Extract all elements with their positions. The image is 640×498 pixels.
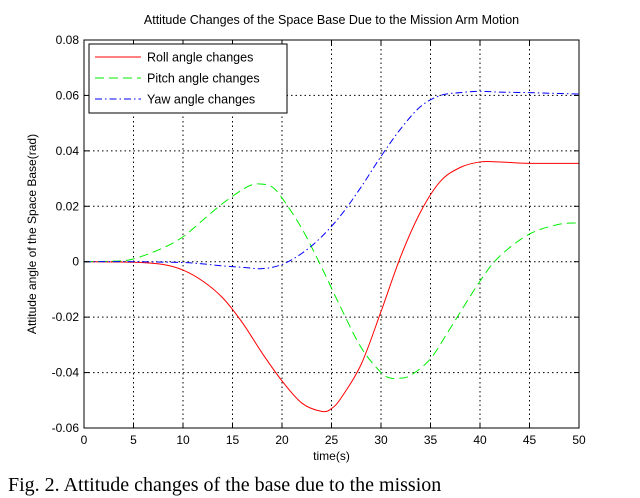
roll-angle-line xyxy=(83,160,580,413)
x-tick-label: 15 xyxy=(226,433,240,447)
figure-caption: Fig. 2. Attitude changes of the base due… xyxy=(8,474,442,496)
legend-entry-roll: Roll angle changes xyxy=(147,51,253,65)
y-tick-label: -0.04 xyxy=(52,366,80,380)
x-tick-label: 35 xyxy=(424,433,438,447)
ticks: 0 5 10 15 20 25 30 35 40 45 50 -0.06 -0.04 -0.02 0 0.02… xyxy=(52,33,586,447)
x-tick-label: 30 xyxy=(374,433,388,447)
y-tick-label: 0.02 xyxy=(56,199,80,213)
y-tick-label: 0 xyxy=(72,255,79,269)
x-tick-label: 25 xyxy=(325,433,339,447)
grid xyxy=(84,40,579,428)
chart-figure: 0 5 10 15 20 25 30 35 40 45 50 -0.06 -0.04 -0.02 0 0.02… xyxy=(25,13,586,463)
pitch-angle-line xyxy=(83,183,580,380)
x-axis-label: time(s) xyxy=(313,449,350,463)
legend-entry-pitch: Pitch angle changes xyxy=(147,72,260,86)
legend-entry-yaw: Yaw angle changes xyxy=(147,93,255,107)
legend-box xyxy=(88,43,288,114)
y-tick-label: 0.08 xyxy=(56,33,80,47)
x-tick-label: 5 xyxy=(130,433,137,447)
series-layer xyxy=(83,90,580,413)
y-tick-label: -0.06 xyxy=(52,421,80,435)
y-tick-label: -0.02 xyxy=(52,310,80,324)
yaw-angle-line xyxy=(83,90,580,270)
y-axis-label: Attitude angle of the Space Base(rad) xyxy=(25,134,39,334)
legend: Roll angle changes Pitch angle changes Yaw… xyxy=(88,43,288,114)
y-tick-label: 0.04 xyxy=(56,144,80,158)
x-tick-label: 50 xyxy=(572,433,586,447)
x-tick-label: 45 xyxy=(523,433,537,447)
y-tick-label: 0.06 xyxy=(56,88,80,102)
x-tick-label: 40 xyxy=(473,433,487,447)
chart-title: Attitude Changes of the Space Base Due t… xyxy=(144,13,519,27)
x-tick-label: 0 xyxy=(81,433,88,447)
x-tick-label: 10 xyxy=(176,433,190,447)
x-tick-label: 20 xyxy=(275,433,289,447)
